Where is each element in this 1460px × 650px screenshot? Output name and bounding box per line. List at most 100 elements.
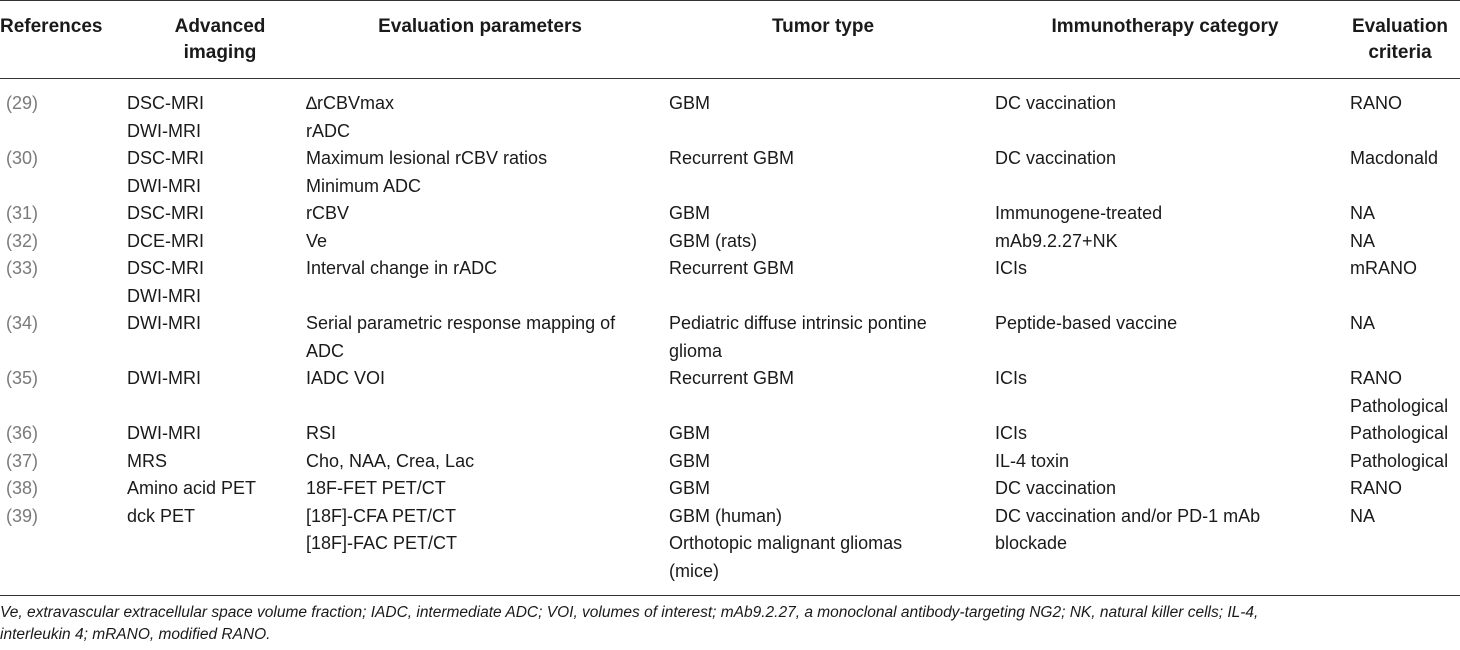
header-evaluation-criteria: Evaluation criteria xyxy=(1351,16,1449,63)
params-cell-line: Maximum lesional rCBV ratios xyxy=(306,148,548,168)
table-bottom-rule xyxy=(0,595,1460,596)
imaging-cell: DSC-MRI DWI-MRI xyxy=(127,255,204,310)
tumor-cell-line: GBM (rats) xyxy=(669,230,757,251)
immuno-cell-line: DC vaccination xyxy=(995,478,1117,498)
reference-cell-line: (29) xyxy=(6,93,39,113)
imaging-cell: DSC-MRI DWI-MRI xyxy=(127,90,204,145)
table-footnote: Ve, extravascular extracellular space vo… xyxy=(0,604,1259,643)
criteria-cell: NA xyxy=(1350,200,1375,228)
params-cell-line: Interval change in rADC xyxy=(306,258,498,278)
params-cell: Cho, NAA, Crea, Lac xyxy=(306,448,474,476)
reference-cell-line: (37) xyxy=(6,450,39,471)
params-cell-line: ADC xyxy=(306,340,345,361)
params-cell-line: Serial parametric response mapping of xyxy=(306,313,616,333)
imaging-cell-line: DSC-MRI xyxy=(127,93,204,113)
immuno-cell: Immunogene-treated xyxy=(995,200,1162,228)
params-cell: ∆rCBVmax rADC xyxy=(306,90,394,145)
reference-cell-line: (36) xyxy=(6,423,39,443)
tumor-cell: GBM xyxy=(669,420,710,448)
reference-cell-line: (34) xyxy=(6,313,39,333)
params-cell: [18F]-CFA PET/CT [18F]-FAC PET/CT xyxy=(306,503,457,558)
params-cell-line: 18F-FET PET/CT xyxy=(306,478,446,498)
criteria-cell-line: RANO xyxy=(1350,368,1403,388)
criteria-cell-line: Pathological xyxy=(1350,395,1449,416)
params-cell-line: Ve xyxy=(306,230,328,251)
immuno-cell: ICIs xyxy=(995,255,1027,283)
header-immunotherapy-category: Immunotherapy category xyxy=(1051,16,1279,37)
table-top-rule xyxy=(0,0,1460,1)
immuno-cell: DC vaccination and/or PD-1 mAb blockade xyxy=(995,503,1260,558)
params-cell-line: rADC xyxy=(306,120,350,141)
tumor-cell-line: Pediatric diffuse intrinsic pontine xyxy=(669,313,927,333)
params-cell-line: Minimum ADC xyxy=(306,175,422,196)
reference-cell-line: (31) xyxy=(6,203,39,223)
criteria-cell-line: NA xyxy=(1350,313,1376,333)
criteria-cell: Pathological xyxy=(1350,448,1448,476)
criteria-cell: NA xyxy=(1350,228,1375,256)
criteria-cell: Macdonald xyxy=(1350,145,1438,173)
tumor-cell-line: Recurrent GBM xyxy=(669,148,795,168)
immuno-cell-line: DC vaccination xyxy=(995,93,1117,113)
imaging-cell-line: dck PET xyxy=(127,505,196,526)
tumor-cell: GBM (rats) xyxy=(669,228,757,256)
immuno-cell: DC vaccination xyxy=(995,475,1116,503)
imaging-cell: DSC-MRI xyxy=(127,200,204,228)
reference-cell: (29) xyxy=(6,90,38,118)
immuno-cell: DC vaccination xyxy=(995,90,1116,118)
params-cell-line: rCBV xyxy=(306,203,350,223)
tumor-cell: GBM xyxy=(669,200,710,228)
table-header-rule xyxy=(0,78,1460,79)
immuno-cell: mAb9.2.27+NK xyxy=(995,228,1118,256)
reference-cell: (34) xyxy=(6,310,38,338)
criteria-cell-line: NA xyxy=(1350,505,1376,526)
tumor-cell: GBM xyxy=(669,90,710,118)
criteria-cell: RANO xyxy=(1350,475,1402,503)
immuno-cell-line: ICIs xyxy=(995,423,1028,443)
imaging-cell-line: DWI-MRI xyxy=(127,175,201,196)
criteria-cell: RANO xyxy=(1350,90,1402,118)
reference-cell-line: (32) xyxy=(6,230,39,251)
reference-cell: (36) xyxy=(6,420,38,448)
tumor-cell-line: GBM xyxy=(669,478,711,498)
tumor-cell: GBM xyxy=(669,475,710,503)
header-tumor-type: Tumor type xyxy=(771,16,875,37)
params-cell: rCBV xyxy=(306,200,349,228)
immuno-cell-line: ICIs xyxy=(995,258,1028,278)
reference-cell-line: (39) xyxy=(6,505,39,526)
immuno-cell-line: DC vaccination xyxy=(995,148,1117,168)
imaging-cell: Amino acid PET xyxy=(127,475,256,503)
immuno-cell: Peptide-based vaccine xyxy=(995,310,1177,338)
header-evaluation-parameters: Evaluation parameters xyxy=(378,16,582,37)
imaging-cell: MRS xyxy=(127,448,167,476)
imaging-cell: dck PET xyxy=(127,503,195,531)
tumor-cell-line: GBM xyxy=(669,450,711,471)
reference-cell-line: (35) xyxy=(6,368,39,388)
reference-cell-line: (38) xyxy=(6,478,39,498)
tumor-cell-line: Recurrent GBM xyxy=(669,368,795,388)
params-cell-line: Cho, NAA, Crea, Lac xyxy=(306,450,475,471)
tumor-cell-line: (mice) xyxy=(669,560,719,581)
immuno-cell: DC vaccination xyxy=(995,145,1116,173)
imaging-cell: DWI-MRI xyxy=(127,310,201,338)
reference-cell: (39) xyxy=(6,503,38,531)
tumor-cell-line: Orthotopic malignant gliomas xyxy=(669,533,903,553)
immuno-cell-line: DC vaccination and/or PD-1 mAb xyxy=(995,505,1261,526)
params-cell: Serial parametric response mapping of ADC xyxy=(306,310,615,365)
reference-cell: (31) xyxy=(6,200,38,228)
reference-cell: (32) xyxy=(6,228,38,256)
immuno-cell-line: Peptide-based vaccine xyxy=(995,313,1178,333)
criteria-cell: NA xyxy=(1350,310,1375,338)
criteria-cell: mRANO xyxy=(1350,255,1417,283)
imaging-cell-line: DWI-MRI xyxy=(127,423,201,443)
criteria-cell-line: mRANO xyxy=(1350,258,1417,278)
imaging-cell-line: DSC-MRI xyxy=(127,203,204,223)
params-cell-line: [18F]-FAC PET/CT xyxy=(306,533,458,553)
tumor-cell: Pediatric diffuse intrinsic pontine gliom… xyxy=(669,310,927,365)
params-cell: IADC VOI xyxy=(306,365,385,393)
imaging-cell-line: DSC-MRI xyxy=(127,148,204,168)
imaging-cell: DWI-MRI xyxy=(127,365,201,393)
imaging-cell: DSC-MRI DWI-MRI xyxy=(127,145,204,200)
imaging-cell-line: DCE-MRI xyxy=(127,230,204,251)
tumor-cell-line: Recurrent GBM xyxy=(669,258,795,278)
params-cell-line: RSI xyxy=(306,423,337,443)
